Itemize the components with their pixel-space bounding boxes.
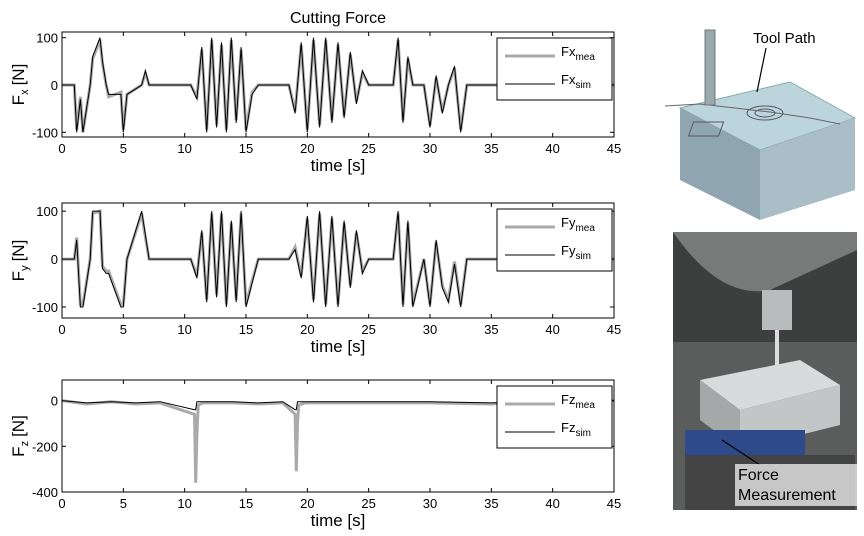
y-tick-label: 100 [36, 204, 58, 219]
y-tick-label: 0 [51, 252, 58, 267]
legend-box [496, 208, 613, 272]
y-label-unit: [N] [9, 415, 28, 437]
x-tick-label: 45 [607, 322, 621, 337]
tool-path-label: Tool Path [753, 30, 816, 47]
chart-title: Cutting Force [290, 10, 386, 27]
x-tick-label: 45 [607, 496, 621, 511]
x-tick-label: 35 [484, 322, 498, 337]
legend-sub: sim [575, 428, 591, 439]
legend-label: Fzmea [561, 392, 595, 411]
x-tick-label: 10 [177, 322, 191, 337]
x-tick-label: 40 [545, 141, 559, 156]
x-tick-label: 30 [423, 496, 437, 511]
legend-label: Fxmea [561, 44, 595, 63]
x-tick-label: 25 [361, 496, 375, 511]
legend-box [496, 37, 613, 101]
data-line [61, 399, 614, 483]
tool-path-image: Tool Path [664, 29, 857, 220]
x-axis-label: time [s] [311, 156, 366, 175]
legend-name: Fz [561, 392, 575, 407]
axes-frame [61, 379, 615, 493]
x-tick-label: 15 [239, 496, 253, 511]
force-label: Measurement [738, 487, 836, 504]
legend-name: Fx [561, 72, 576, 87]
legend-label: Fxsim [561, 72, 591, 91]
setup-photo: Force Measurement [673, 232, 857, 510]
y-axis-label: Fy [N] [9, 240, 31, 282]
x-tick-label: 20 [300, 322, 314, 337]
x-tick-label: 0 [58, 141, 65, 156]
data-line [62, 37, 614, 133]
x-tick-label: 40 [545, 322, 559, 337]
y-label-main: F [9, 446, 28, 456]
legend-label: Fzsim [561, 420, 591, 439]
legend-sub: mea [575, 52, 595, 63]
y-axis-label: Fz [N] [9, 415, 31, 457]
y-label-unit: [N] [9, 240, 28, 262]
x-axis-label: time [s] [311, 337, 366, 356]
x-tick-label: 5 [120, 322, 127, 337]
x-tick-label: 25 [361, 322, 375, 337]
x-tick-label: 5 [120, 496, 127, 511]
x-tick-label: 30 [423, 322, 437, 337]
x-tick-label: 0 [58, 322, 65, 337]
x-tick-label: 45 [607, 141, 621, 156]
x-tick-label: 5 [120, 141, 127, 156]
y-tick-label: -100 [32, 300, 58, 315]
data-line [61, 400, 614, 411]
y-tick-label: -100 [32, 125, 58, 140]
legend-label: Fysim [561, 243, 591, 262]
y-label-main: F [9, 271, 28, 281]
x-tick-label: 15 [239, 322, 253, 337]
legend-sub: mea [575, 223, 595, 234]
force-label: Force [738, 467, 779, 484]
y-tick-label: -400 [32, 485, 58, 500]
x-tick-label: 15 [239, 141, 253, 156]
legend-sub: mea [575, 400, 595, 411]
y-label-sub: x [19, 89, 31, 95]
legend-box [496, 385, 613, 449]
y-label-sub: y [19, 265, 31, 271]
x-tick-label: 40 [545, 496, 559, 511]
legend-name: Fy [561, 243, 576, 258]
y-label-sub: z [19, 441, 31, 447]
y-tick-label: 0 [51, 78, 58, 93]
axes-frame [61, 202, 615, 319]
x-tick-label: 10 [177, 141, 191, 156]
legend-label: Fymea [561, 215, 595, 234]
y-tick-label: 100 [36, 31, 58, 46]
legend-name: Fy [561, 215, 576, 230]
y-axis-label: Fx [N] [9, 64, 31, 106]
x-tick-label: 20 [300, 141, 314, 156]
x-tick-label: 35 [484, 496, 498, 511]
axes-frame [61, 31, 615, 138]
y-tick-label: -200 [32, 439, 58, 454]
x-tick-label: 10 [177, 496, 191, 511]
x-tick-label: 0 [58, 496, 65, 511]
y-label-main: F [9, 95, 28, 105]
legend-sub: sim [575, 251, 591, 262]
legend-name: Fx [561, 44, 576, 59]
data-line [62, 210, 614, 308]
y-label-unit: [N] [9, 64, 28, 86]
x-axis-label: time [s] [311, 511, 366, 530]
x-tick-label: 25 [361, 141, 375, 156]
legend-name: Fz [561, 420, 575, 435]
x-tick-label: 20 [300, 496, 314, 511]
x-tick-label: 35 [484, 141, 498, 156]
x-tick-label: 30 [423, 141, 437, 156]
y-tick-label: 0 [51, 394, 58, 409]
legend-sub: sim [575, 80, 591, 91]
